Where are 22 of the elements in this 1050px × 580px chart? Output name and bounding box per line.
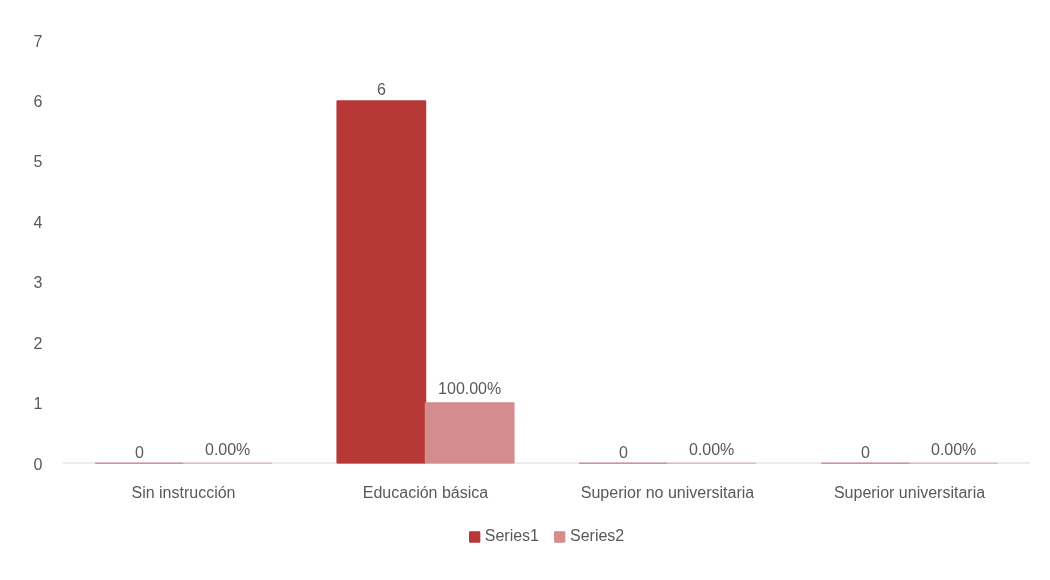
data-label: 6 <box>376 80 386 98</box>
data-label: 0 <box>618 443 628 461</box>
y-tick-label: 4 <box>33 213 43 231</box>
data-label: 0 <box>134 443 144 461</box>
y-tick-label: 6 <box>33 92 43 110</box>
x-tick-label: Sin instrucción <box>131 483 236 501</box>
y-tick-label: 3 <box>33 274 43 292</box>
data-label: 100.00% <box>438 380 502 398</box>
data-label: 0.00% <box>930 440 977 458</box>
x-tick-label: Educación básica <box>362 483 489 501</box>
y-tick-label: 1 <box>33 395 43 413</box>
y-tick-label: 5 <box>33 153 43 171</box>
data-label: 0 <box>860 443 870 461</box>
y-tick-label: 2 <box>33 334 43 352</box>
x-tick-label: Superior no universitaria <box>580 483 755 501</box>
legend-label: Series2 <box>570 527 625 545</box>
data-label: 0.00% <box>204 440 251 458</box>
y-tick-label: 0 <box>33 455 43 473</box>
data-label: 0.00% <box>688 440 735 458</box>
legend-label: Series1 <box>484 527 539 545</box>
x-tick-label: Superior universitaria <box>833 483 986 501</box>
y-tick-label: 7 <box>33 32 43 50</box>
